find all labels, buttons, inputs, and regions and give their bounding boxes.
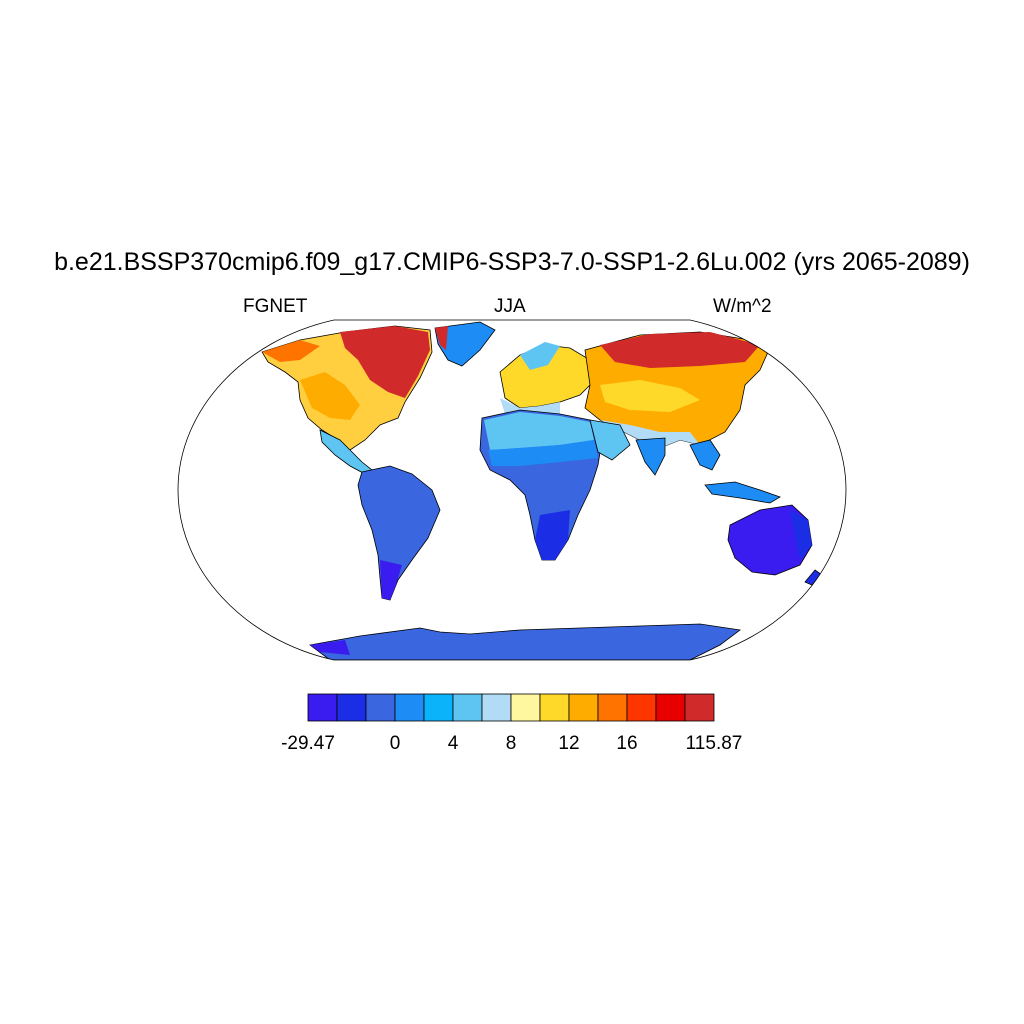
- siberia-north: [600, 332, 760, 368]
- australia: [727, 504, 813, 576]
- globe-outline: [177, 319, 847, 661]
- variable-label: FGNET: [243, 296, 308, 317]
- colorbar-swatch: [423, 693, 454, 722]
- greenland: [434, 321, 496, 367]
- alaska: [262, 340, 320, 362]
- colorbar-swatch: [336, 693, 367, 722]
- new-zealand: [804, 569, 823, 586]
- southern-africa: [535, 510, 570, 560]
- north-america-north: [340, 326, 430, 398]
- colorbar: [307, 693, 715, 722]
- asia-south: [600, 420, 700, 448]
- sahel: [488, 440, 598, 466]
- land-fill: [261, 321, 823, 660]
- indonesia: [704, 481, 781, 504]
- australia-east: [790, 510, 812, 560]
- colorbar-swatch: [307, 693, 338, 722]
- colorbar-tick-label: 4: [447, 733, 459, 754]
- antarctica-edge: [310, 640, 350, 655]
- colorbar-swatch: [655, 693, 686, 722]
- colorbar-swatch: [684, 693, 715, 722]
- map-title: b.e21.BSSP370cmip6.f09_g17.CMIP6-SSP3-7.…: [54, 248, 970, 276]
- colorbar-swatch: [481, 693, 512, 722]
- colorbar-tick-label: 16: [616, 733, 638, 754]
- season-label: JJA: [494, 296, 526, 317]
- colorbar-tick-label: -29.47: [281, 733, 335, 754]
- south-america-south: [380, 560, 402, 600]
- units-label: W/m^2: [713, 296, 772, 317]
- colorbar-swatch: [365, 693, 396, 722]
- colorbar-tick-label: 12: [558, 733, 580, 754]
- north-america-west: [300, 372, 360, 420]
- colorbar-tick-label: 8: [505, 733, 517, 754]
- colorbar-swatch: [597, 693, 628, 722]
- antarctica: [309, 623, 742, 660]
- colorbar-tick-label: 0: [389, 733, 401, 754]
- colorbar-swatch: [626, 693, 657, 722]
- greenland-coast: [435, 326, 448, 350]
- colorbar-tick-label: 115.87: [685, 733, 743, 754]
- scandinavia: [520, 342, 560, 370]
- colorbar-swatch: [394, 693, 425, 722]
- colorbar-swatch: [568, 693, 599, 722]
- colorbar-swatch: [452, 693, 483, 722]
- sahara: [484, 412, 594, 450]
- asia-central: [600, 380, 700, 412]
- arabia: [589, 419, 631, 461]
- colorbar-swatch: [539, 693, 570, 722]
- india: [635, 437, 666, 476]
- south-america: [357, 465, 441, 601]
- colorbar-swatch: [510, 693, 541, 722]
- southeast-asia: [689, 439, 721, 471]
